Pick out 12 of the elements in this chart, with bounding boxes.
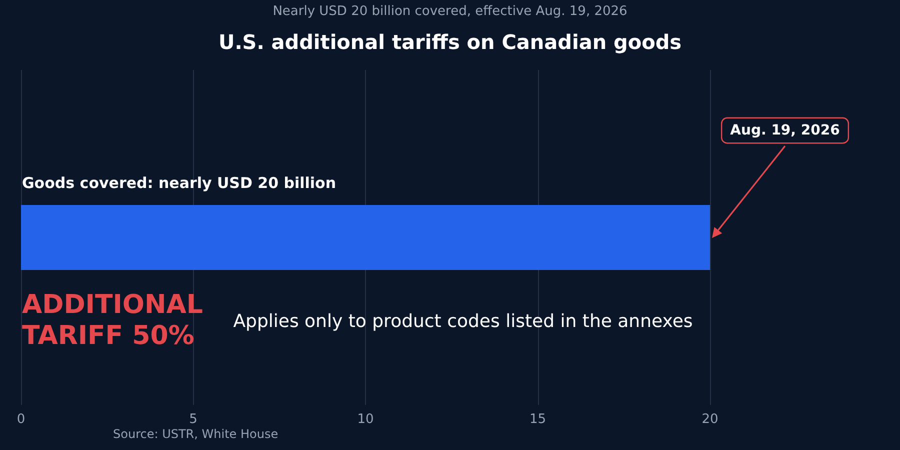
text: Aug. 19, 2026	[730, 122, 840, 138]
chart-subtitle: Nearly USD 20 billion covered, effective Aug. 19, 2026	[272, 4, 628, 19]
x-tick-label: 5	[189, 412, 198, 427]
annotation: Applies only to product codes listed in the annexes	[233, 311, 693, 332]
chart-title: U.S. additional tariffs on Canadian goods	[218, 30, 682, 54]
x-tick-label: 10	[357, 412, 374, 427]
x-tick-label: 20	[702, 412, 718, 427]
x-tick-label: 15	[529, 412, 546, 427]
annotation: ADDITIONAL TARIFF 50%	[22, 290, 203, 351]
annotation: Goods covered: nearly USD 20 billion	[22, 174, 336, 192]
source-note: Source: USTR, White House	[113, 427, 278, 441]
x-tick-label: 0	[16, 412, 26, 427]
